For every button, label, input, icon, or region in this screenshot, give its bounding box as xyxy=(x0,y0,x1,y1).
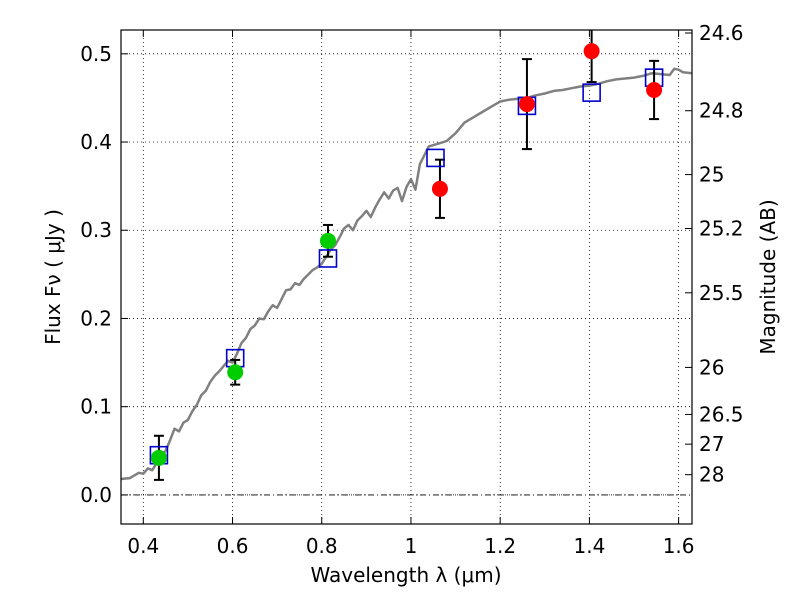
x-tick-label: 0.6 xyxy=(217,534,249,558)
right-tick-label: 26 xyxy=(699,355,724,379)
optical-point-0 xyxy=(150,449,167,466)
y-axis-ticks: 0.0 0.1 0.2 0.3 0.4 0.5 xyxy=(80,42,128,507)
model-sed-line-group xyxy=(120,67,693,481)
grid-lines xyxy=(121,30,692,524)
right-tick-label: 24.8 xyxy=(699,99,744,123)
nir-point-3 xyxy=(646,81,663,98)
y-tick-label: 0.4 xyxy=(80,130,112,154)
x-tick-label: 0.4 xyxy=(127,534,159,558)
y-tick-label: 0.1 xyxy=(80,395,112,419)
right-tick-label: 25.2 xyxy=(699,216,744,240)
optical-point-2 xyxy=(319,232,336,249)
right-axis-title: Magnitude (AB) xyxy=(756,199,780,354)
x-tick-label: 1.2 xyxy=(484,534,516,558)
y-tick-label: 0.5 xyxy=(80,42,112,66)
model-square-5 xyxy=(582,83,601,102)
x-tick-label: 1 xyxy=(405,534,418,558)
nir-point-1 xyxy=(518,96,535,113)
right-tick-label: 25 xyxy=(699,163,724,187)
x-tick-label: 1.4 xyxy=(573,534,605,558)
nir-point-2 xyxy=(583,43,600,60)
right-tick-label: 26.5 xyxy=(699,402,744,426)
y-tick-label: 0.0 xyxy=(80,483,112,507)
right-tick-label: 27 xyxy=(699,432,724,456)
model-sed-line xyxy=(120,67,693,481)
x-axis-title: Wavelength λ (μm) xyxy=(310,563,501,587)
right-tick-label: 24.6 xyxy=(699,21,744,45)
nir-point-0 xyxy=(431,180,448,197)
y-tick-label: 0.3 xyxy=(80,218,112,242)
model-square-2 xyxy=(318,249,338,268)
right-axis-ticks: 24.6 24.8 25 25.2 25.5 26 26.5 27 28 xyxy=(685,21,744,487)
x-axis-ticks: 0.4 0.6 0.8 1 1.2 1.4 1.6 xyxy=(127,30,695,558)
y-axis-title: Flux Fν ( μJy ) xyxy=(41,209,65,345)
data-markers xyxy=(149,43,664,466)
optical-point-1 xyxy=(227,364,244,381)
plot-frame xyxy=(120,29,693,525)
model-square-3 xyxy=(426,148,445,168)
y-tick-label: 0.2 xyxy=(80,306,112,330)
right-tick-label: 25.5 xyxy=(699,281,744,305)
right-tick-label: 28 xyxy=(699,463,724,487)
x-tick-label: 0.8 xyxy=(306,534,338,558)
x-tick-label: 1.6 xyxy=(663,534,695,558)
